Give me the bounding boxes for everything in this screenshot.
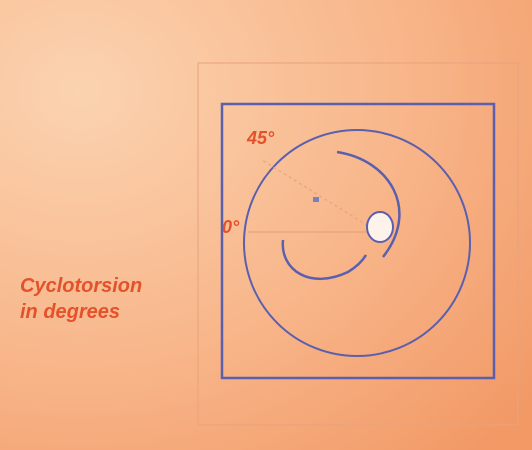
background xyxy=(0,0,532,450)
caption: in degrees xyxy=(20,301,120,323)
slide: 45° 0° Cyclotorsion in degrees xyxy=(0,0,532,450)
angle-label: 45° xyxy=(246,128,275,148)
optic-disc xyxy=(367,212,393,242)
page: 45° 0° Cyclotorsion in degrees (() => { … xyxy=(0,0,532,450)
fovea-mark xyxy=(313,197,319,202)
angle-label: 0° xyxy=(222,217,240,237)
caption: Cyclotorsion xyxy=(20,275,142,297)
